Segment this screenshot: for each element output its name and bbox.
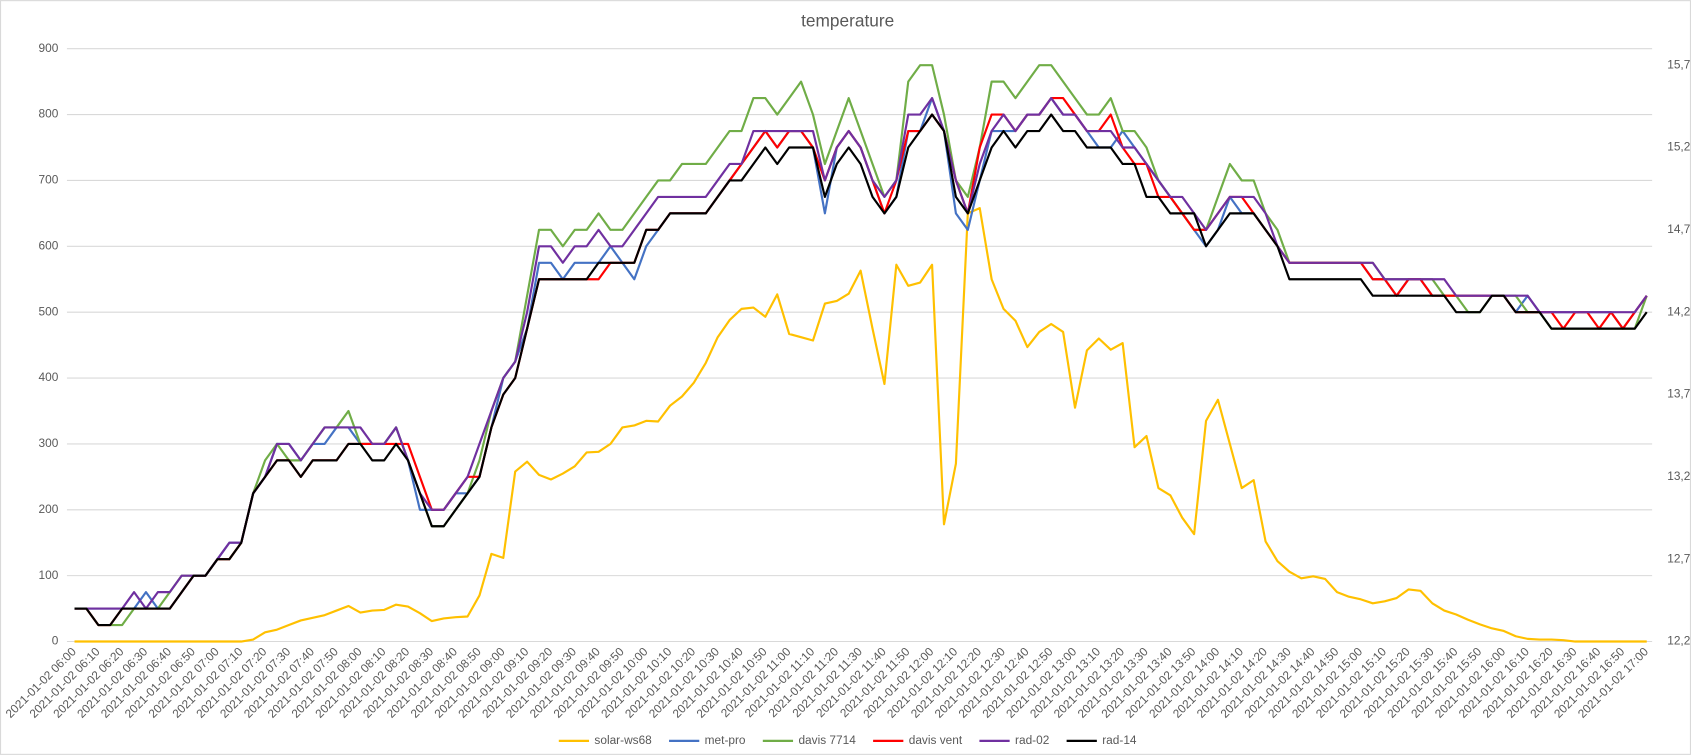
y-tick-label: 200: [39, 502, 59, 516]
y-tick-label: 300: [39, 436, 59, 450]
y2-tick-label: 14,2: [1667, 304, 1690, 318]
legend-item: rad-02: [979, 733, 1049, 747]
plot: [74, 64, 1648, 643]
y-tick-label: 800: [39, 107, 59, 121]
y-tick-label: 900: [39, 41, 59, 55]
legend-item: davis 7714: [762, 733, 856, 747]
legend-label: met-pro: [705, 733, 746, 747]
legend-item: rad-14: [1066, 733, 1137, 747]
y2-tick-label: 12,7: [1667, 551, 1690, 565]
legend-label: solar-ws68: [594, 733, 652, 747]
legend-item: met-pro: [669, 733, 746, 747]
legend-item: solar-ws68: [558, 733, 652, 747]
y2-tick-label: 15,7: [1667, 57, 1690, 71]
y-tick-label: 100: [39, 568, 59, 582]
y-tick-label: 600: [39, 238, 59, 252]
chart-title: temperature: [801, 10, 894, 30]
y2-tick-label: 13,2: [1667, 469, 1690, 483]
series-line: [74, 113, 1648, 627]
y2-tick-label: 14,7: [1667, 222, 1690, 236]
y2-tick-label: 15,2: [1667, 140, 1690, 154]
y2-tick-label: 13,7: [1667, 387, 1690, 401]
legend-item: davis vent: [873, 733, 963, 747]
series-line: [74, 97, 1648, 610]
series-line: [74, 207, 1647, 643]
grid: 0 100 200 300 400 500 600 700 800 900 12,2 12,7 13,2…: [3, 41, 1691, 721]
y-tick-label: 0: [52, 634, 59, 648]
legend-label: davis 7714: [798, 733, 856, 747]
y-tick-label: 400: [39, 370, 59, 384]
legend: solar-ws68 met-pro davis 7714 davis vent rad…: [558, 733, 1137, 747]
y2-tick-label: 12,2: [1667, 634, 1690, 648]
y-tick-label: 500: [39, 304, 59, 318]
legend-label: rad-14: [1102, 733, 1137, 747]
legend-label: davis vent: [909, 733, 963, 747]
y-tick-label: 700: [39, 173, 59, 187]
legend-label: rad-02: [1015, 733, 1049, 747]
